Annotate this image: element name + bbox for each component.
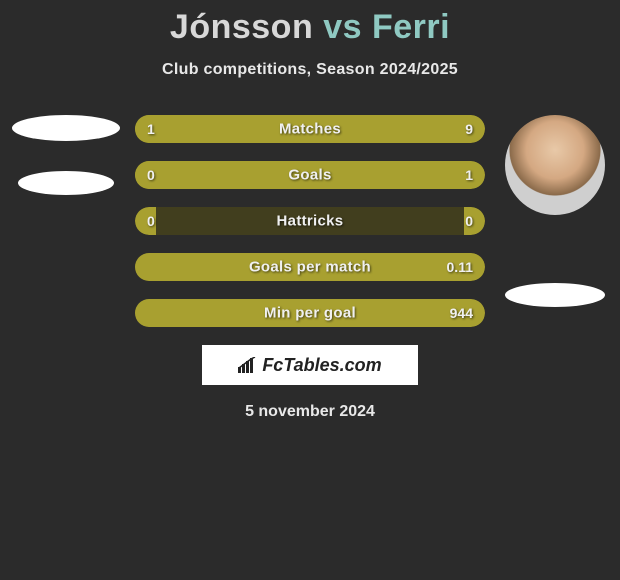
- date-text: 5 november 2024: [0, 403, 620, 421]
- subtitle: Club competitions, Season 2024/2025: [0, 61, 620, 79]
- logo-box[interactable]: FcTables.com: [202, 345, 418, 385]
- player1-name: Jónsson: [170, 8, 313, 46]
- bar-label: Goals per match: [135, 259, 485, 276]
- bar-label: Matches: [135, 121, 485, 138]
- bar-label: Hattricks: [135, 213, 485, 230]
- bar-row-goals-per-match: 0.11Goals per match: [135, 253, 485, 281]
- bar-label: Min per goal: [135, 305, 485, 322]
- player2-name: Ferri: [372, 8, 450, 46]
- logo-chart-icon: [238, 357, 258, 373]
- bars-container: 19Matches 01Goals 00Hattricks 0.11Goals per…: [135, 115, 485, 327]
- bar-row-min-per-goal: 944Min per goal: [135, 299, 485, 327]
- player1-ellipse-1: [12, 115, 120, 141]
- bar-row-matches: 19Matches: [135, 115, 485, 143]
- player2-avatar-column: [497, 115, 612, 307]
- comparison-title: Jónsson vs Ferri: [0, 0, 620, 47]
- logo-label: FcTables.com: [262, 355, 381, 376]
- player1-ellipse-2: [18, 171, 114, 195]
- player1-avatar-column: [8, 115, 123, 195]
- bar-row-hattricks: 00Hattricks: [135, 207, 485, 235]
- bar-row-goals: 01Goals: [135, 161, 485, 189]
- vs-text: vs: [323, 8, 362, 46]
- bar-label: Goals: [135, 167, 485, 184]
- chart-area: 19Matches 01Goals 00Hattricks 0.11Goals per…: [0, 115, 620, 327]
- player2-avatar: [505, 115, 605, 215]
- logo-text: FcTables.com: [238, 355, 381, 376]
- player2-ellipse: [505, 283, 605, 307]
